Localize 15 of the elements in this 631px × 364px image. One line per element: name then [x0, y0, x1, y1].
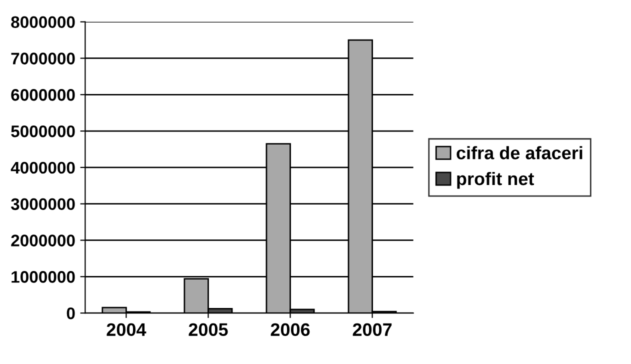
y-tick-label: 3000000 — [10, 198, 75, 210]
y-tick-label: 2000000 — [11, 234, 75, 246]
y-tick-label: 1000000 — [12, 271, 75, 283]
y-tick-label: 0 — [66, 307, 75, 320]
y-tick-label: 8000000 — [11, 16, 75, 28]
legend-label: profit net — [457, 172, 534, 189]
y-tick-label: 4000000 — [10, 162, 75, 174]
y-tick-label: 7000000 — [11, 52, 75, 64]
y-tick-label: 5000000 — [11, 125, 75, 138]
y-tick-label: 6000000 — [11, 89, 75, 101]
legend-label: cifra de afaceri — [456, 146, 582, 160]
x-tick-label: 2007 — [352, 323, 392, 336]
x-tick-label: 2005 — [188, 323, 228, 336]
x-tick-label: 2004 — [106, 323, 146, 336]
x-tick-label: 2006 — [270, 323, 310, 336]
